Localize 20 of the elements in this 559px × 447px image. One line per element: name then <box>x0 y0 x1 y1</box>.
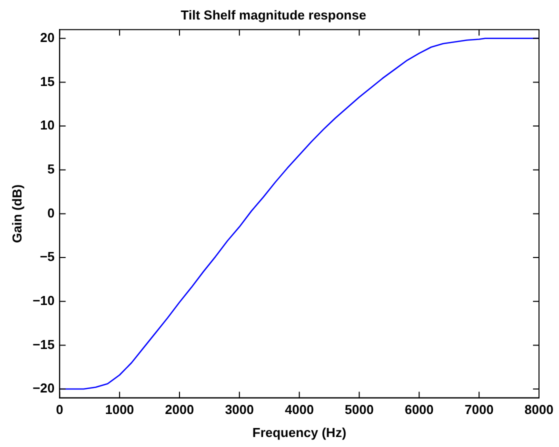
y-tick-label: −5 <box>40 249 55 264</box>
x-tick-label: 4000 <box>284 402 314 418</box>
y-axis-title: Gain (dB) <box>9 184 24 243</box>
y-tick-label: −20 <box>32 380 55 396</box>
y-tick-label: −10 <box>32 292 55 308</box>
y-tick-label: 15 <box>40 74 55 89</box>
x-tick-label: 5000 <box>344 402 374 418</box>
y-tick-label: −15 <box>32 336 55 352</box>
x-axis-title: Frequency (Hz) <box>252 424 346 440</box>
x-tick-label: 7000 <box>464 402 494 418</box>
y-tick-label: 5 <box>47 161 55 176</box>
y-tick-label: 10 <box>40 118 55 133</box>
x-tick-label: 1000 <box>105 402 134 418</box>
x-tick-label: 2000 <box>165 402 194 418</box>
x-tick-label: 8000 <box>524 402 554 418</box>
y-tick-label: 0 <box>47 205 55 220</box>
x-tick-label: 6000 <box>404 402 434 418</box>
x-tick-label: 3000 <box>224 402 254 418</box>
y-tick-label: 20 <box>40 30 55 45</box>
chart-title: Tilt Shelf magnitude response <box>180 7 366 22</box>
